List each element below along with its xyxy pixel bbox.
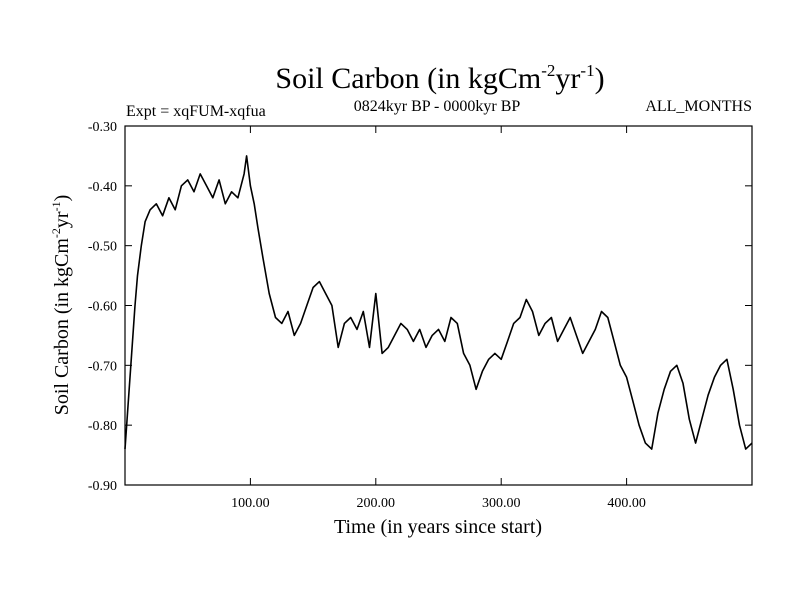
x-axis-label: Time (in years since start) [334,516,542,538]
x-axis-ticks: 100.00 200.00 300.00 400.00 [231,126,646,511]
subtitle-experiment: Expt = xqFUM-xqfua [126,103,266,120]
y-tick-label: -0.90 [88,479,117,494]
x-tick-label: 200.00 [357,496,396,511]
y-axis-ticks: -0.90 -0.80 -0.70 -0.60 -0.50 -0.40 -0.30 [88,120,752,494]
x-tick-label: 400.00 [607,496,646,511]
x-tick-label: 100.00 [231,496,270,511]
y-tick-label: -0.60 [88,300,117,315]
y-tick-label: -0.40 [88,180,117,195]
x-tick-label: 300.00 [482,496,521,511]
subtitle-months: ALL_MONTHS [645,98,752,115]
series-line [124,155,753,450]
subtitle-period: 0824kyr BP - 0000kyr BP [354,98,521,115]
y-tick-label: -0.70 [88,359,117,374]
series-layer [124,155,753,450]
y-tick-label: -0.80 [88,419,117,434]
chart-title: Soil Carbon (in kgCm-2yr-1) [275,61,604,95]
y-tick-label: -0.30 [88,120,117,135]
y-axis-label: Soil Carbon (in kgCm-2yr-1) [49,195,73,416]
y-tick-label: -0.50 [88,240,117,255]
